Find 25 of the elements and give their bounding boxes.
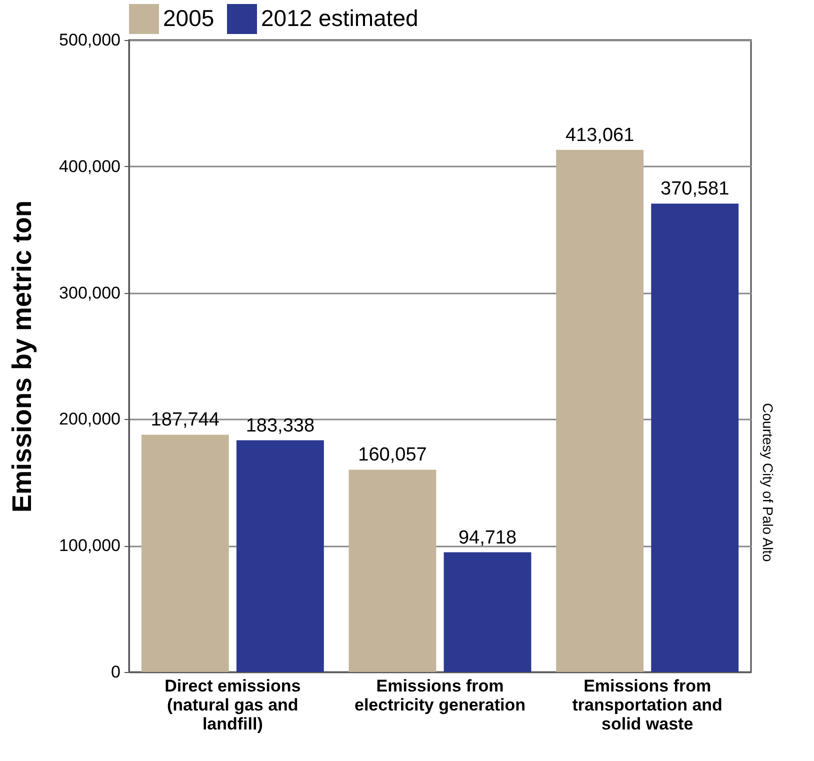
x-tick-label: Emissions from electricity generation (354, 676, 526, 714)
data-label: 187,744 (150, 410, 220, 431)
y-tick-label: 0 (111, 662, 120, 682)
data-label: 160,057 (358, 444, 427, 466)
x-tick-label: Emissions from transportation and solid waste (572, 676, 722, 734)
bar (236, 440, 324, 672)
y-tick-label: 100,000 (59, 536, 120, 556)
bar (348, 470, 436, 672)
data-label: 183,338 (246, 415, 315, 436)
y-axis-title: Emissions by metric ton (7, 200, 38, 513)
data-label: 413,061 (565, 124, 634, 146)
bar (444, 552, 532, 672)
data-label: 370,581 (660, 178, 730, 200)
text: Courtesy City of Palo Alto (760, 403, 776, 562)
data-label: 94,718 (458, 527, 517, 548)
bar (651, 204, 739, 672)
y-tick-label: 500,000 (59, 30, 120, 50)
bar (141, 434, 229, 672)
legend-label: 2012 estimated (261, 5, 418, 31)
x-tick-label: Direct emissions (natural gas and landfill) (164, 676, 301, 734)
y-tick-label: 200,000 (59, 410, 120, 429)
y-tick-label: 300,000 (59, 283, 120, 302)
y-tick-label: 400,000 (59, 156, 120, 176)
bar (556, 150, 644, 672)
legend-label: 2005 (163, 5, 214, 31)
